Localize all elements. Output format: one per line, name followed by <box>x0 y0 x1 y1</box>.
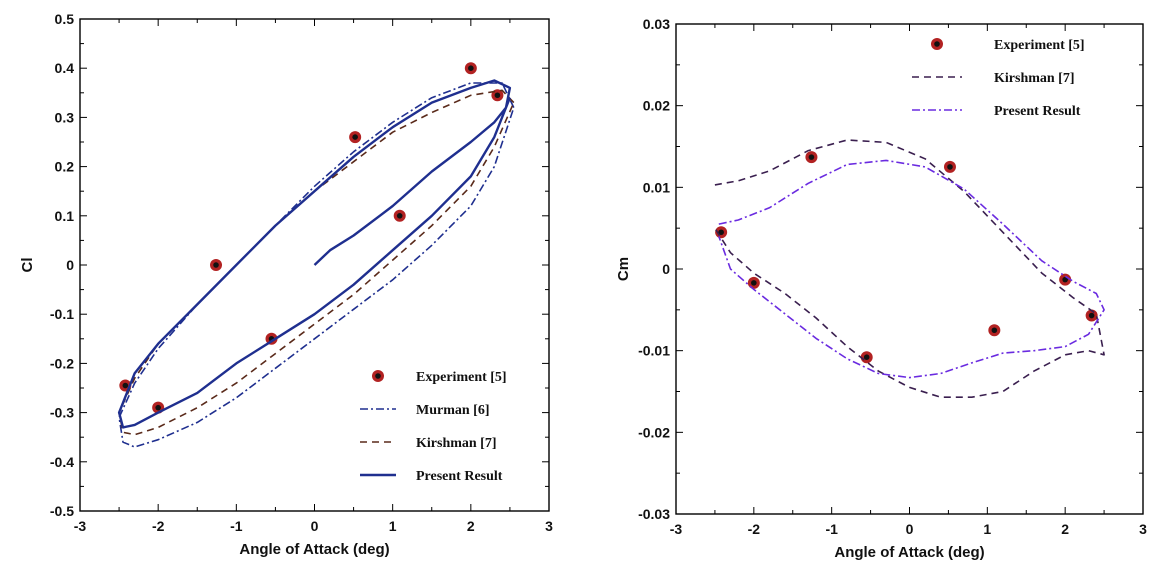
chart0-y-tick-label: -0.1 <box>50 306 74 322</box>
chart0-y-tick-label: 0.4 <box>55 60 75 76</box>
chart0-data-point-center <box>352 134 358 140</box>
chart1-legend-label: Kirshman [7] <box>994 71 1075 86</box>
chart0-y-tick-label: 0.3 <box>55 109 75 125</box>
chart0-x-tick-label: -1 <box>230 518 243 534</box>
chart1-series-line <box>714 139 1105 398</box>
chart0-x-tick-label: 0 <box>311 518 319 534</box>
chart1-data-point-center <box>863 354 870 361</box>
chart1-series-line <box>718 159 1105 379</box>
chart1-legend-label: Experiment [5] <box>994 38 1085 53</box>
chart0-series-line <box>117 79 512 429</box>
chart1-x-tick-label: -1 <box>825 521 838 537</box>
chart1-y-tick-label: -0.03 <box>638 506 670 522</box>
chart0-x-tick-label: -3 <box>74 518 87 534</box>
chart0-legend-label: Murman [6] <box>416 403 490 418</box>
chart0-x-tick-label: 3 <box>545 518 553 534</box>
chart1-data-point-center <box>808 154 815 160</box>
chart0-y-tick-label: 0.5 <box>55 11 75 27</box>
chart1-x-tick-label: -3 <box>670 521 683 537</box>
chart0-data-point-center <box>494 92 501 99</box>
chart0-x-tick-label: 2 <box>467 518 475 534</box>
chart0-x-tick-label: 1 <box>389 518 397 534</box>
chart1-data-point-center <box>947 164 953 170</box>
chart1-y-axis-label: Cm <box>615 257 632 281</box>
chart1-data-point-center <box>751 280 757 286</box>
chart0-y-tick-label: -0.3 <box>50 405 74 421</box>
chart1-x-tick-label: 2 <box>1061 521 1069 537</box>
chart0-legend-label: Present Result <box>416 469 503 484</box>
chart0-y-tick-label: -0.2 <box>50 355 74 371</box>
chart1-legend-marker-center <box>934 41 940 47</box>
chart0-y-tick-label: -0.4 <box>50 454 74 470</box>
chart0-data-point-center <box>396 213 403 219</box>
chart1-data-point-center <box>1088 312 1095 319</box>
chart0-series-line <box>118 82 515 448</box>
chart1-y-tick-label: 0.02 <box>643 98 670 114</box>
chart1-x-tick-label: 0 <box>906 521 914 537</box>
chart1-y-tick-label: 0 <box>662 261 670 277</box>
chart0-y-tick-label: 0 <box>66 257 74 273</box>
chart0-legend-label: Kirshman [7] <box>416 436 497 451</box>
chart0-legend-marker-center <box>375 373 381 379</box>
chart0-x-tick-label: -2 <box>152 518 165 534</box>
chart0-data-point-center <box>155 404 161 411</box>
chart0-data-point-center <box>122 382 129 389</box>
chart1-data-point-center <box>1062 276 1068 283</box>
chart1-y-tick-label: 0.03 <box>643 16 670 32</box>
chart1-y-tick-label: -0.01 <box>638 343 670 359</box>
chart0-y-tick-label: 0.1 <box>55 208 75 224</box>
chart0-x-axis-label: Angle of Attack (deg) <box>239 541 389 558</box>
chart1-x-tick-label: 1 <box>983 521 991 537</box>
cl-chart: -3 -2 -1 0 1 2 3 0.5 0.4 0.3 0.2 0.1 0 -0.1 -0.2 -0.3 -0… <box>19 11 553 558</box>
chart1-x-axis-label: Angle of Attack (deg) <box>834 544 984 561</box>
chart0-data-point-center <box>213 262 219 268</box>
chart1-data-point-center <box>718 229 724 236</box>
chart1-y-tick-label: 0.01 <box>643 179 670 195</box>
chart1-y-tick-label: -0.02 <box>638 424 670 440</box>
chart0-data-point-center <box>468 65 474 71</box>
chart1-plot-frame <box>675 23 1144 515</box>
chart1-x-tick-label: 3 <box>1139 521 1147 537</box>
cm-chart: -3 -2 -1 0 1 2 3 0.03 0.02 0.01 0 -0.01 -0.02 -0.03 An… <box>615 16 1147 561</box>
chart1-x-tick-label: -2 <box>748 521 761 537</box>
chart1-legend-label: Present Result <box>994 104 1081 119</box>
chart1-data-point-center <box>991 327 998 334</box>
chart0-y-axis-label: Cl <box>19 258 36 273</box>
chart0-legend-label: Experiment [5] <box>416 370 507 385</box>
chart0-y-tick-label: -0.5 <box>50 503 74 519</box>
chart0-y-tick-label: 0.2 <box>55 159 75 175</box>
